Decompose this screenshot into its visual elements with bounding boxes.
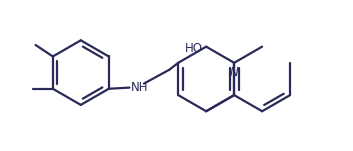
Text: NH: NH bbox=[131, 81, 148, 94]
Text: N: N bbox=[230, 66, 239, 79]
Text: HO: HO bbox=[185, 42, 203, 55]
